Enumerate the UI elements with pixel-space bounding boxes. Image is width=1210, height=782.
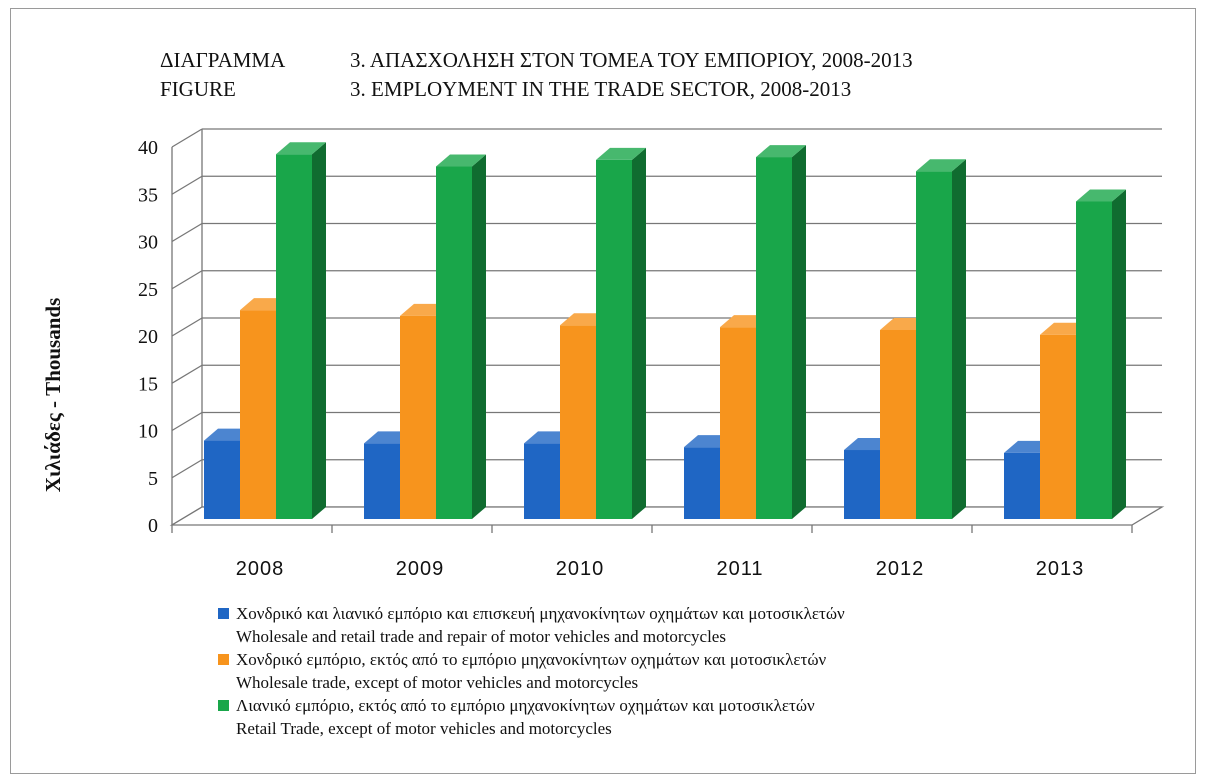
bar-top — [1076, 189, 1126, 202]
bar-side — [952, 159, 966, 520]
bar — [436, 166, 472, 519]
y-tick-label: 10 — [138, 421, 158, 443]
gridline-side — [171, 128, 203, 148]
bar-side — [792, 145, 806, 519]
bar — [400, 315, 436, 519]
legend-swatch-series3 — [218, 700, 229, 711]
x-tick-label: 2010 — [556, 558, 605, 580]
bar-top — [916, 159, 966, 172]
y-tick-label: 0 — [148, 515, 158, 537]
x-tick-label: 2012 — [876, 558, 925, 580]
bar — [880, 330, 916, 519]
bar-top — [756, 145, 806, 158]
bar — [684, 447, 720, 519]
y-tick-label: 25 — [138, 279, 158, 301]
y-tick-label: 40 — [138, 137, 158, 159]
x-tick-label: 2009 — [396, 558, 445, 580]
gridline-side — [171, 411, 203, 432]
gridline-side — [171, 270, 203, 290]
y-tick-label: 30 — [138, 232, 158, 254]
gridline-side — [171, 459, 203, 479]
bar — [240, 310, 276, 519]
legend-series3-english: Retail Trade, except of motor vehicles a… — [236, 719, 612, 738]
y-tick-label: 20 — [138, 326, 158, 348]
y-tick-label: 15 — [138, 373, 158, 395]
title-english-text: 3. EMPLOYMENT IN THE TRADE SECTOR, 2008-… — [350, 77, 852, 101]
x-tick-label: 2008 — [236, 558, 285, 580]
legend-item-series2: Χονδρικό εμπόριο, εκτός από το εμπόριο μ… — [218, 648, 845, 694]
bar — [1040, 334, 1076, 519]
bar — [560, 325, 596, 519]
bar-side — [632, 147, 646, 519]
bar — [364, 443, 400, 519]
bar-top — [596, 147, 646, 160]
bar — [204, 440, 240, 519]
bar — [524, 443, 560, 519]
x-tick-label: 2011 — [716, 558, 763, 580]
legend-series1-greek: Χονδρικό και λιανικό εμπόριο και επισκευ… — [236, 604, 845, 623]
x-tick-label: 2013 — [1036, 558, 1085, 580]
bar-top — [276, 142, 326, 155]
legend-item-series3: Λιανικό εμπόριο, εκτός από το εμπόριο μη… — [218, 694, 845, 740]
gridline-side — [171, 364, 203, 384]
bar — [1076, 201, 1112, 520]
bar-side — [472, 154, 486, 519]
y-tick-label: 35 — [138, 184, 158, 206]
bar — [844, 450, 880, 519]
legend-series2-greek: Χονδρικό εμπόριο, εκτός από το εμπόριο μ… — [236, 650, 827, 669]
bar — [1004, 452, 1040, 519]
legend-swatch-series1 — [218, 608, 229, 619]
bar-side — [1112, 189, 1126, 520]
gridline-side — [171, 317, 203, 337]
bar — [720, 327, 756, 519]
bar-side — [312, 142, 326, 520]
bar — [596, 159, 632, 519]
y-tick-label: 5 — [148, 468, 158, 490]
bar-top — [436, 154, 486, 167]
legend-series1-english: Wholesale and retail trade and repair of… — [236, 627, 726, 646]
chart-title-english: FIGURE 3. EMPLOYMENT IN THE TRADE SECTOR,… — [160, 77, 851, 102]
title-greek-label: ΔΙΑΓΡΑΜΜΑ — [160, 48, 286, 72]
legend-swatch-series2 — [218, 654, 229, 665]
title-greek-text: 3. ΑΠΑΣΧΟΛΗΣΗ ΣΤΟΝ ΤΟΜΕΑ ΤΟΥ ΕΜΠΟΡΙΟΥ, 2… — [350, 48, 913, 72]
bar — [276, 154, 312, 520]
legend-series3-greek: Λιανικό εμπόριο, εκτός από το εμπόριο μη… — [236, 696, 815, 715]
y-axis-label: Χιλιάδες - Thousands — [41, 298, 65, 493]
legend-item-series1: Χονδρικό και λιανικό εμπόριο και επισκευ… — [218, 602, 845, 648]
chart-title-greek: ΔΙΑΓΡΑΜΜΑ 3. ΑΠΑΣΧΟΛΗΣΗ ΣΤΟΝ ΤΟΜΕΑ ΤΟΥ ΕΜ… — [160, 48, 913, 73]
title-english-label: FIGURE — [160, 77, 236, 101]
legend-series2-english: Wholesale trade, except of motor vehicle… — [236, 673, 639, 692]
bar — [756, 157, 792, 519]
chart-legend: Χονδρικό και λιανικό εμπόριο και επισκευ… — [218, 602, 845, 740]
bar — [916, 171, 952, 520]
gridline-side — [171, 222, 203, 243]
gridline-side — [171, 175, 203, 195]
